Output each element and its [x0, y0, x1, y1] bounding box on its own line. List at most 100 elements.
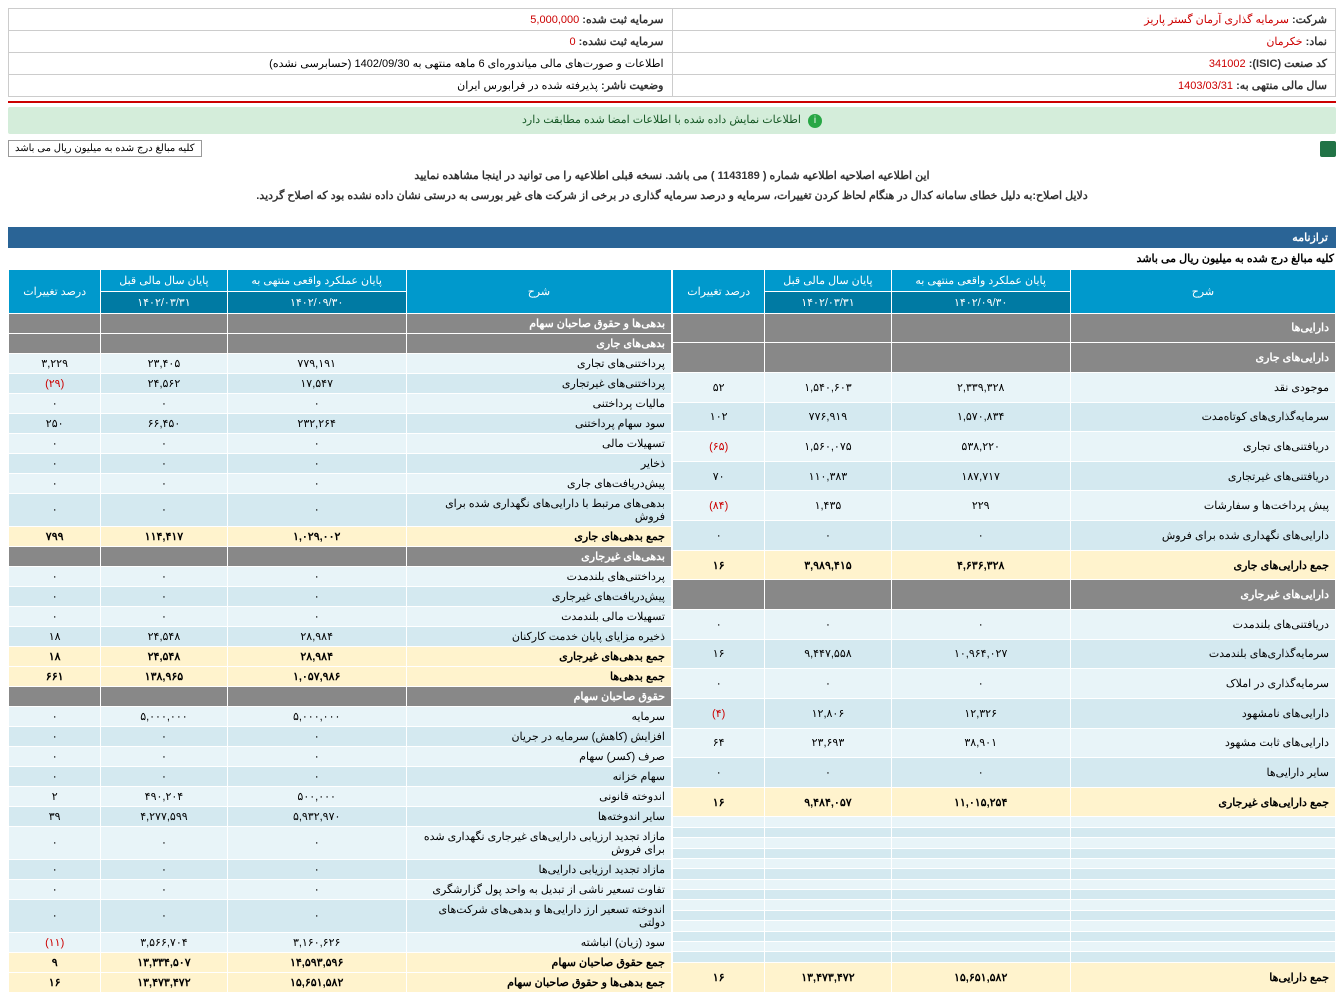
table-row: بدهی‌های جاری	[9, 333, 672, 353]
table-row: مازاد تجدید ارزیابی دارایی‌ها۰۰۰	[9, 859, 672, 879]
table-row	[673, 931, 1336, 941]
table-row: پرداختنی‌های غیرتجاری۱۷,۵۴۷۲۴,۵۶۲(۲۹)	[9, 373, 672, 393]
balance-title: ترازنامه	[8, 227, 1336, 248]
table-row: جمع بدهی‌های غیرجاری۲۸,۹۸۴۲۴,۵۴۸۱۸	[9, 646, 672, 666]
th-date-prev-l: ۱۴۰۲/۰۳/۳۱	[101, 291, 227, 313]
th-date-prev: ۱۴۰۲/۰۳/۳۱	[765, 291, 891, 313]
fy-label: سال مالی منتهی به:	[1236, 80, 1327, 92]
table-row: دریافتنی‌های غیرتجاری۱۸۷,۷۱۷۱۱۰,۳۸۳۷۰	[673, 461, 1336, 491]
table-row: پرداختنی‌های بلندمدت۰۰۰	[9, 566, 672, 586]
capital-unreg-value: 0	[569, 36, 575, 48]
company-value: سرمایه گذاری آرمان گستر پاریز	[1144, 14, 1289, 26]
table-row: اندوخته تسعیر ارز دارایی‌ها و بدهی‌های ش…	[9, 899, 672, 932]
table-row: پرداختنی‌های تجاری۷۷۹,۱۹۱۲۳,۴۰۵۳,۲۲۹	[9, 353, 672, 373]
table-row	[673, 817, 1336, 827]
liabilities-table: شرح پایان عملکرد واقعی منتهی به پایان سا…	[8, 269, 672, 993]
table-row: دریافتنی‌های بلندمدت۰۰۰	[673, 610, 1336, 640]
table-row: پیش‌دریافت‌های غیرجاری۰۰۰	[9, 586, 672, 606]
table-row: پیش‌دریافت‌های جاری۰۰۰	[9, 473, 672, 493]
table-row	[673, 921, 1336, 931]
symbol-value: خکرمان	[1266, 36, 1302, 48]
th-pct: درصد تغییرات	[673, 269, 765, 313]
table-row: ذخیره مزایای پایان خدمت کارکنان۲۸,۹۸۴۲۴,…	[9, 626, 672, 646]
table-row: افزایش (کاهش) سرمایه در جریان۰۰۰	[9, 726, 672, 746]
table-row: جمع بدهی‌های جاری۱,۰۲۹,۰۰۲۱۱۴,۴۱۷۷۹۹	[9, 526, 672, 546]
table-row: بدهی‌ها و حقوق صاحبان سهام	[9, 313, 672, 333]
th-desc-l: شرح	[406, 269, 671, 313]
table-row: بدهی‌های غیرجاری	[9, 546, 672, 566]
table-row	[673, 858, 1336, 868]
capital-unreg-label: سرمایه ثبت نشده:	[579, 36, 664, 48]
table-row: جمع دارایی‌ها۱۵,۶۵۱,۵۸۲۱۳,۴۷۳,۴۷۲۱۶	[673, 962, 1336, 992]
table-row: جمع دارایی‌های جاری۴,۶۳۶,۳۲۸۳,۹۸۹,۴۱۵۱۶	[673, 550, 1336, 580]
capital-reg-label: سرمایه ثبت شده:	[582, 14, 663, 26]
table-row: تسهیلات مالی۰۰۰	[9, 433, 672, 453]
table-row: دارایی‌های غیرجاری	[673, 580, 1336, 610]
table-row: سرمایه‌گذاری در املاک۰۰۰	[673, 669, 1336, 699]
table-row	[673, 941, 1336, 951]
th-actual-l: پایان عملکرد واقعی منتهی به	[227, 269, 406, 291]
table-row	[673, 827, 1336, 837]
company-label: شرکت:	[1292, 14, 1327, 26]
th-prev: پایان سال مالی قبل	[765, 269, 891, 291]
table-row	[673, 848, 1336, 858]
table-row: حقوق صاحبان سهام	[9, 686, 672, 706]
publisher-value: پذیرفته شده در فرابورس ایران	[457, 80, 598, 92]
table-row: سرمایه‌گذاری‌های بلندمدت۱۰,۹۶۴,۰۲۷۹,۴۴۷,…	[673, 639, 1336, 669]
table-row: سرمایه‌گذاری‌های کوتاه‌مدت۱,۵۷۰,۸۳۴۷۷۶,۹…	[673, 402, 1336, 432]
publisher-label: وضعیت ناشر:	[601, 80, 664, 92]
notice-main: این اطلاعیه اصلاحیه اطلاعیه شماره ( 1143…	[8, 167, 1336, 207]
table-row	[673, 890, 1336, 900]
table-row: سهام خزانه۰۰۰	[9, 766, 672, 786]
table-row: اندوخته قانونی۵۰۰,۰۰۰۴۹۰,۲۰۴۲	[9, 786, 672, 806]
million-box-top: کلیه مبالغ درج شده به میلیون ریال می باش…	[8, 140, 202, 157]
th-pct-l: درصد تغییرات	[9, 269, 101, 313]
notice-reason: دلایل اصلاح:به دلیل خطای سامانه کدال در …	[8, 187, 1336, 207]
table-row: سود (زیان) انباشته۳,۱۶۰,۶۲۶۳,۵۶۶,۷۰۴(۱۱)	[9, 932, 672, 952]
company-info-table: شرکت: سرمایه گذاری آرمان گستر پاریز سرما…	[8, 8, 1336, 97]
table-row: تسهیلات مالی بلندمدت۰۰۰	[9, 606, 672, 626]
th-date-actual: ۱۴۰۲/۰۹/۳۰	[891, 291, 1070, 313]
table-row: دارایی‌های نامشهود۱۲,۳۲۶۱۲,۸۰۶(۴)	[673, 698, 1336, 728]
red-separator	[8, 101, 1336, 103]
th-desc: شرح	[1070, 269, 1335, 313]
table-row: مالیات پرداختنی۰۰۰	[9, 393, 672, 413]
success-bar: i اطلاعات نمایش داده شده با اطلاعات امضا…	[8, 107, 1336, 134]
th-prev-l: پایان سال مالی قبل	[101, 269, 227, 291]
success-msg: اطلاعات نمایش داده شده با اطلاعات امضا ش…	[522, 114, 801, 126]
report-label: اطلاعات و صورت‌های مالی میاندوره‌ای 6 ما…	[269, 58, 663, 70]
table-row	[673, 879, 1336, 889]
table-row: جمع بدهی‌ها۱,۰۵۷,۹۸۶۱۳۸,۹۶۵۶۶۱	[9, 666, 672, 686]
table-row: سرمایه۵,۰۰۰,۰۰۰۵,۰۰۰,۰۰۰۰	[9, 706, 672, 726]
table-row: تفاوت تسعیر ناشی از تبدیل به واحد پول گز…	[9, 879, 672, 899]
table-row: سایر دارایی‌ها۰۰۰	[673, 758, 1336, 788]
table-row	[673, 869, 1336, 879]
capital-reg-value: 5,000,000	[530, 14, 579, 26]
table-row: جمع بدهی‌ها و حقوق صاحبان سهام۱۵,۶۵۱,۵۸۲…	[9, 972, 672, 992]
table-row: مازاد تجدید ارزیابی دارایی‌های غیرجاری ن…	[9, 826, 672, 859]
table-row: پیش پرداخت‌ها و سفارشات۲۲۹۱,۴۳۵(۸۴)	[673, 491, 1336, 521]
fy-value: 1403/03/31	[1178, 80, 1233, 92]
info-icon: i	[808, 114, 822, 128]
table-row: دارایی‌های جاری	[673, 343, 1336, 373]
table-row: سود سهام پرداختنی۲۳۲,۲۶۴۶۶,۴۵۰۲۵۰	[9, 413, 672, 433]
table-row	[673, 952, 1336, 962]
table-row: سایر اندوخته‌ها۵,۹۳۲,۹۷۰۴,۲۷۷,۵۹۹۳۹	[9, 806, 672, 826]
balance-wrap: شرح پایان عملکرد واقعی منتهی به پایان سا…	[8, 269, 1336, 993]
assets-table: شرح پایان عملکرد واقعی منتهی به پایان سا…	[672, 269, 1336, 993]
table-row: جمع حقوق صاحبان سهام۱۴,۵۹۳,۵۹۶۱۳,۳۳۴,۵۰۷…	[9, 952, 672, 972]
table-row: دریافتنی‌های تجاری۵۳۸,۲۲۰۱,۵۶۰,۰۷۵(۶۵)	[673, 432, 1336, 462]
table-row: دارایی‌های ثابت مشهود۳۸,۹۰۱۲۳,۶۹۳۶۴	[673, 728, 1336, 758]
th-actual: پایان عملکرد واقعی منتهی به	[891, 269, 1070, 291]
table-row: صرف (کسر) سهام۰۰۰	[9, 746, 672, 766]
table-row	[673, 910, 1336, 920]
table-row: ذخایر۰۰۰	[9, 453, 672, 473]
table-row: دارایی‌های نگهداری شده برای فروش۰۰۰	[673, 521, 1336, 551]
excel-icon[interactable]	[1320, 141, 1336, 157]
table-row	[673, 900, 1336, 910]
table-row: جمع دارایی‌های غیرجاری۱۱,۰۱۵,۲۵۴۹,۴۸۴,۰۵…	[673, 787, 1336, 817]
th-date-actual-l: ۱۴۰۲/۰۹/۳۰	[227, 291, 406, 313]
balance-sub: کلیه مبالغ درج شده به میلیون ریال می باش…	[10, 252, 1334, 265]
isic-value: 341002	[1209, 58, 1246, 70]
isic-label: کد صنعت (ISIC):	[1249, 58, 1327, 70]
